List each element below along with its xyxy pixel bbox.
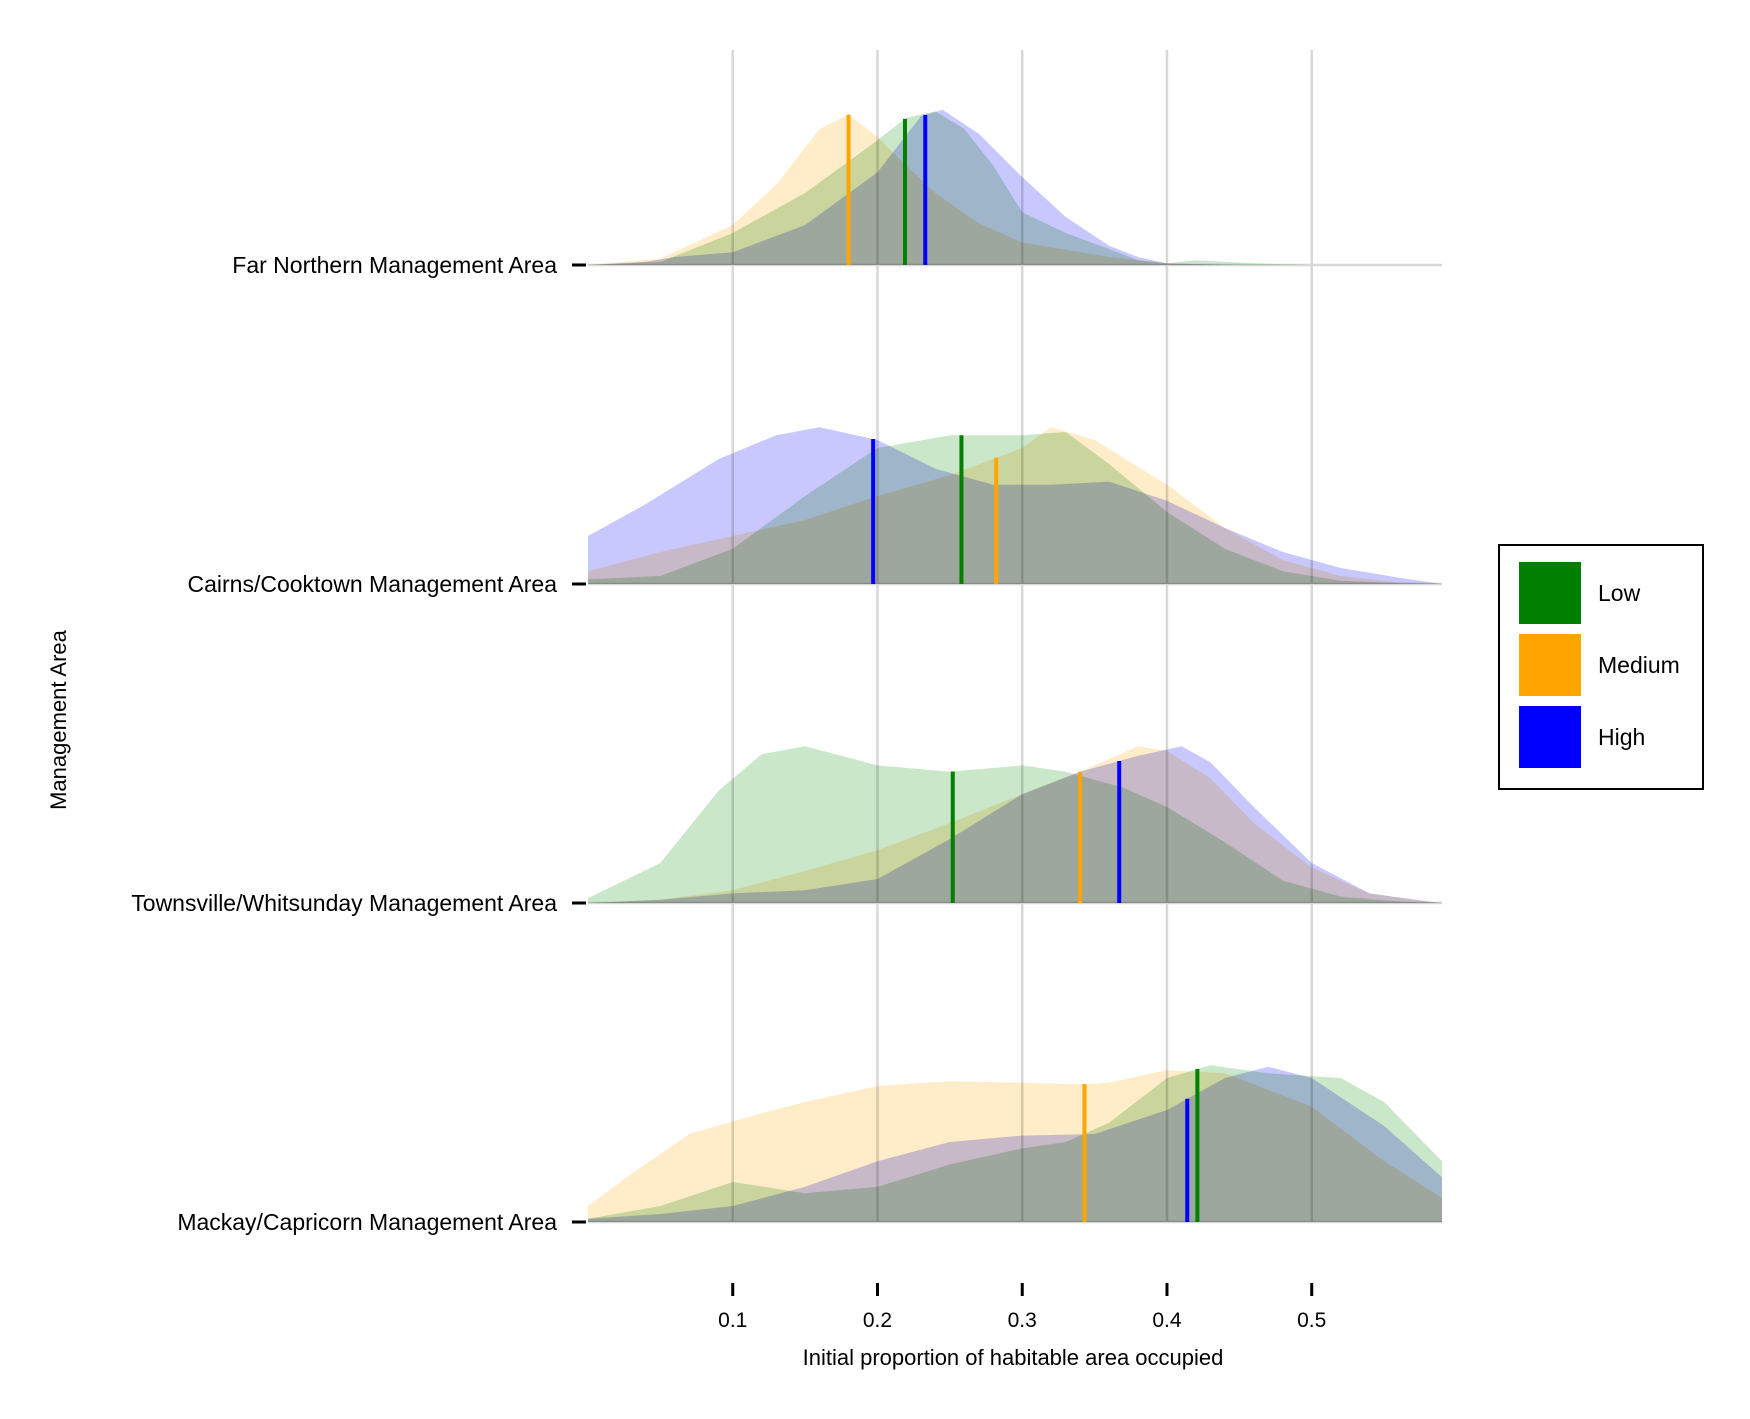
density-area-high: [588, 427, 1442, 584]
x-tick-label: 0.2: [863, 1309, 892, 1332]
x-tick-label: 0.3: [1008, 1309, 1037, 1332]
category-label: Cairns/Cooktown Management Area: [188, 571, 558, 597]
category-label: Mackay/Capricorn Management Area: [177, 1209, 557, 1235]
x-tick-label: 0.5: [1297, 1309, 1326, 1332]
density-area-high: [588, 1066, 1442, 1222]
x-tick-label: 0.1: [718, 1309, 747, 1332]
median-line-layer: [846, 114, 1200, 1222]
legend-label-medium: Medium: [1598, 652, 1680, 678]
axis-layer: Far Northern Management Area Cairns/Cookt…: [131, 252, 1326, 1332]
legend-swatch-low: [1519, 562, 1581, 624]
category-label: Townsville/Whitsunday Management Area: [131, 890, 557, 916]
density-area-layer: [588, 109, 1442, 1222]
legend: Low Medium High: [1498, 544, 1704, 790]
y-axis-title: Management Area: [46, 629, 71, 810]
legend-label-high: High: [1598, 724, 1645, 750]
x-tick-label: 0.4: [1152, 1309, 1182, 1332]
density-area-high: [588, 109, 1442, 265]
category-label: Far Northern Management Area: [232, 252, 557, 278]
legend-swatch-high: [1519, 706, 1581, 768]
x-axis-title: Initial proportion of habitable area occ…: [803, 1345, 1224, 1370]
legend-label-low: Low: [1598, 580, 1641, 606]
legend-swatch-medium: [1519, 634, 1581, 696]
density-area-high: [588, 746, 1442, 903]
